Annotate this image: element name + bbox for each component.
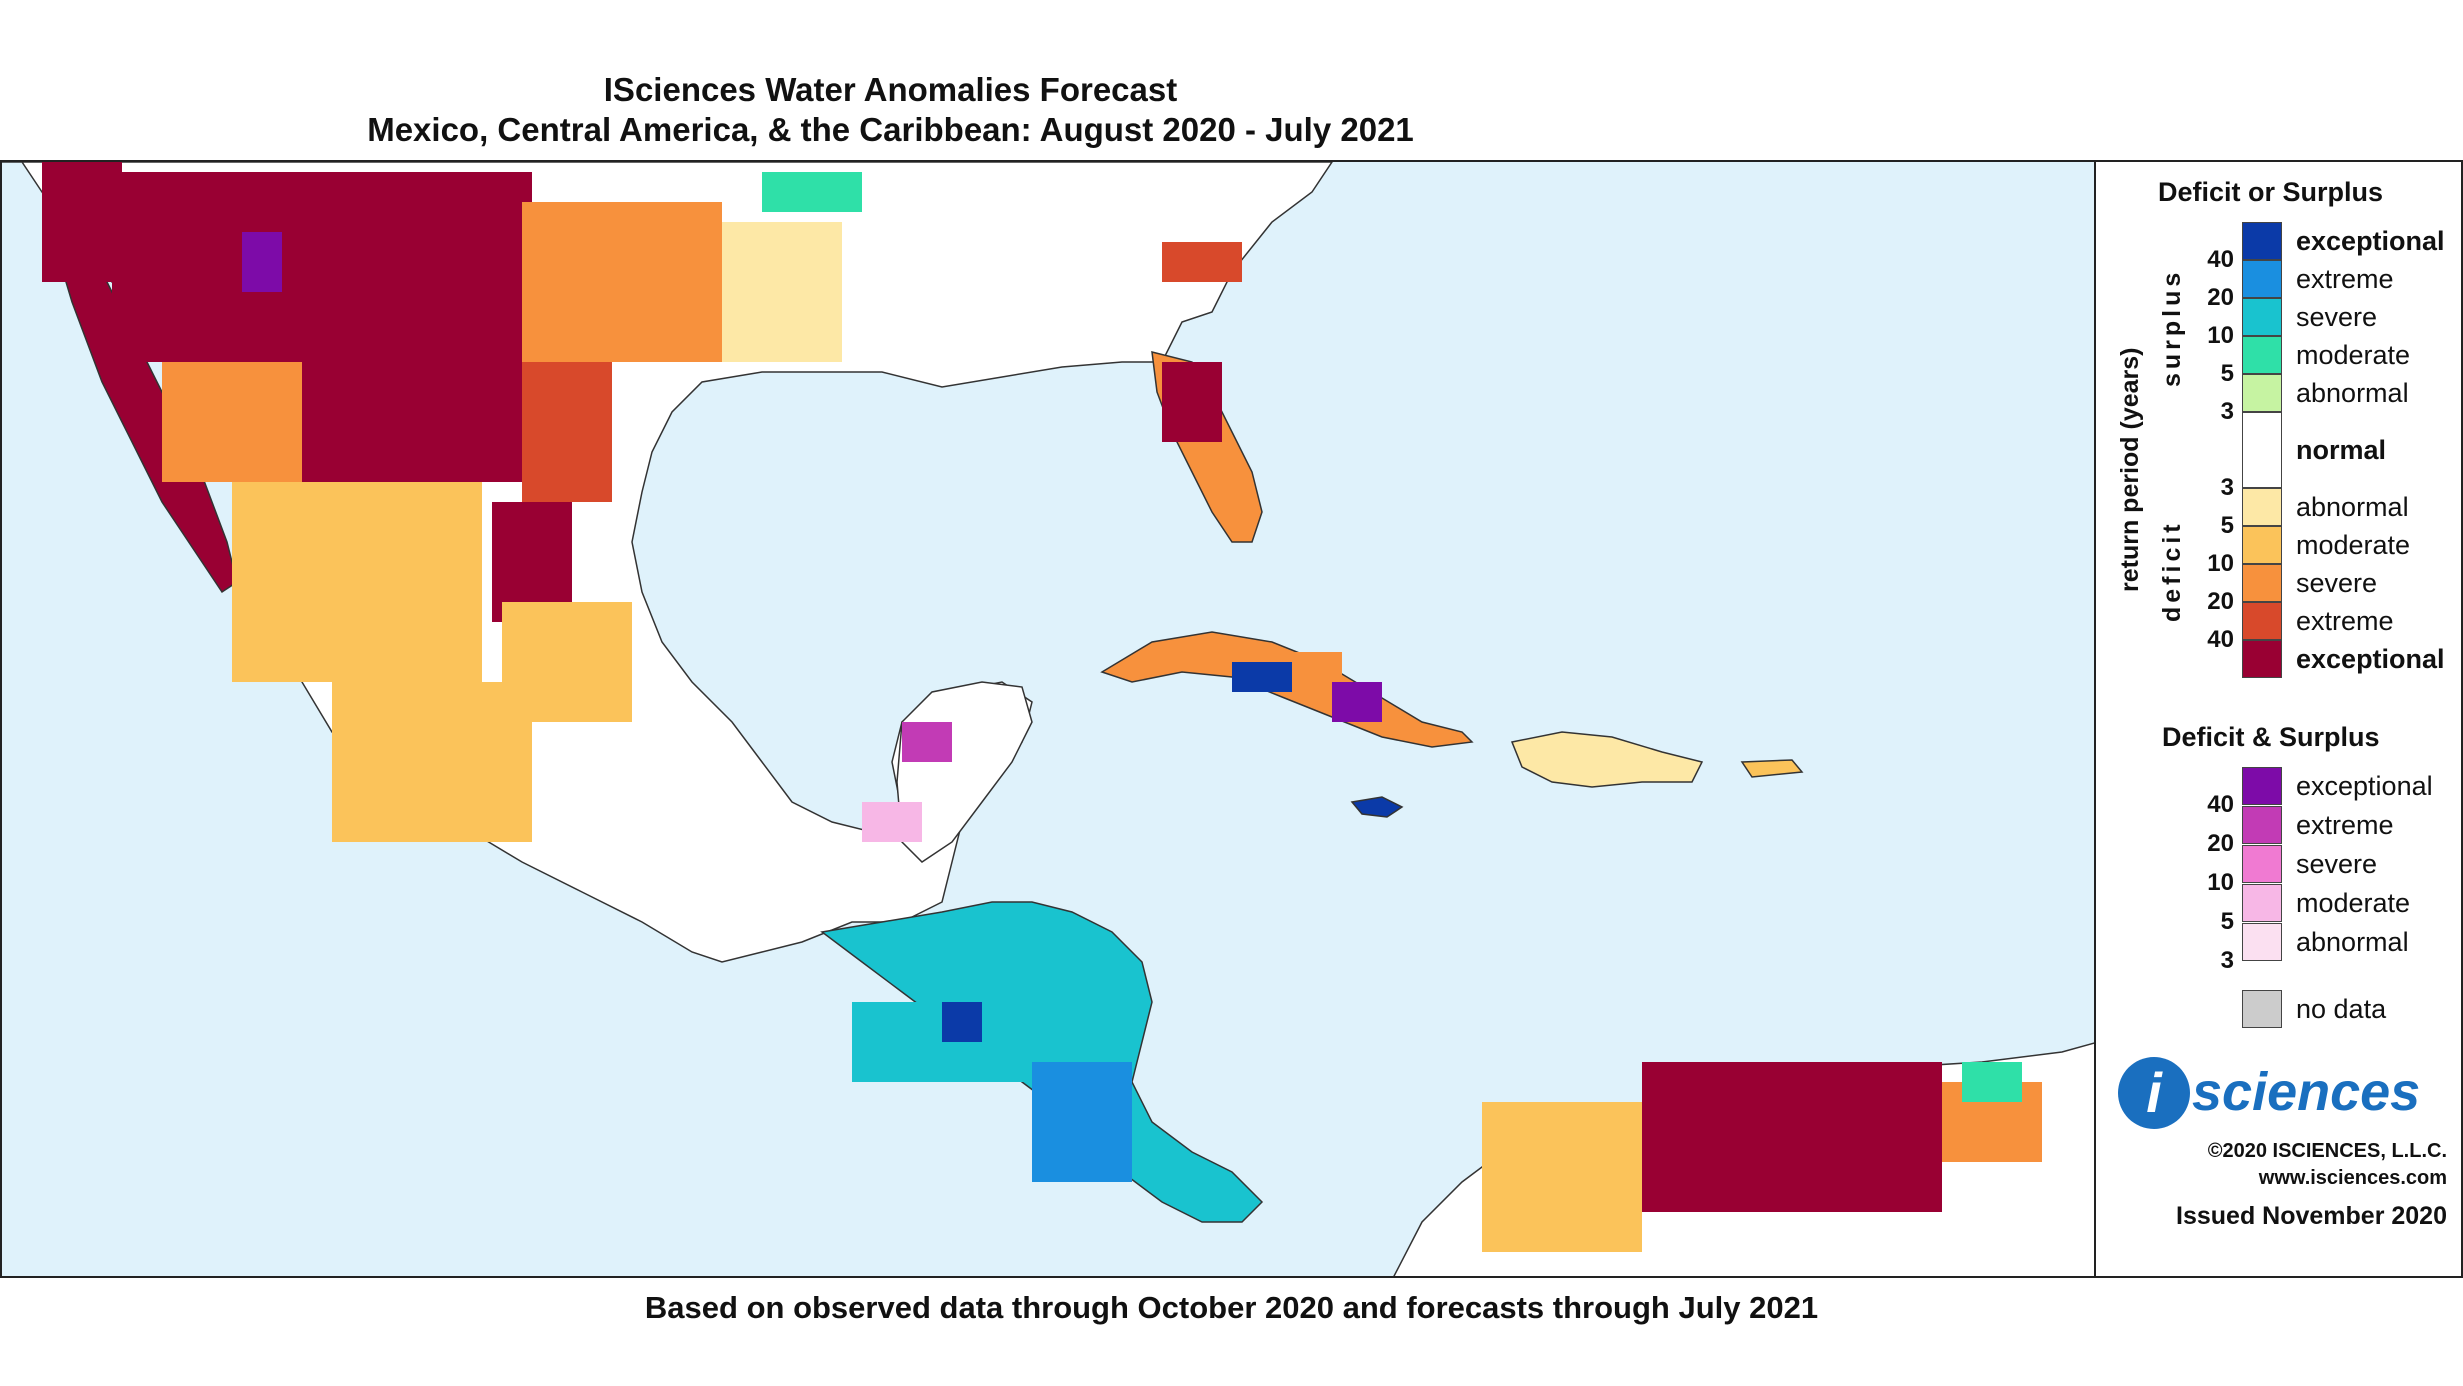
map-title: ISciences Water Anomalies Forecast bbox=[603, 71, 1178, 108]
both-cell bbox=[1332, 682, 1382, 722]
both-moderate-label: moderate bbox=[2296, 888, 2411, 918]
both-moderate-swatch bbox=[2242, 884, 2282, 922]
both-extreme-swatch bbox=[2242, 806, 2282, 844]
deficit-cell bbox=[162, 362, 302, 482]
deficit-moderate-label: moderate bbox=[2296, 530, 2411, 560]
website: www.isciences.com bbox=[2258, 1167, 2447, 1189]
surplus-moderate-swatch bbox=[2242, 336, 2282, 374]
return-period-tick: 10 bbox=[2207, 550, 2234, 577]
normal-label: normal bbox=[2296, 435, 2387, 465]
issued-date: Issued November 2020 bbox=[2176, 1202, 2447, 1230]
deficit-extreme-swatch bbox=[2242, 602, 2282, 640]
return-period-tick: 10 bbox=[2207, 322, 2234, 349]
deficit-abnormal-swatch bbox=[2242, 488, 2282, 526]
surplus-cell bbox=[762, 172, 862, 212]
return-period-tick: 20 bbox=[2207, 830, 2234, 857]
both-cell bbox=[242, 232, 282, 292]
surplus-severe-label: severe bbox=[2296, 302, 2378, 332]
normal-swatch bbox=[2242, 412, 2282, 488]
nodata-label: no data bbox=[2296, 994, 2387, 1024]
map-canvas bbox=[2, 162, 2094, 1276]
deficit-cell bbox=[522, 202, 722, 362]
hispaniola bbox=[1510, 731, 1704, 788]
both-cell bbox=[862, 802, 922, 842]
return-period-tick: 40 bbox=[2207, 626, 2234, 653]
anomaly-map bbox=[0, 160, 2096, 1278]
deficit-cell bbox=[1162, 242, 1242, 282]
surplus-extreme-label: extreme bbox=[2296, 264, 2394, 294]
deficit-exceptional-swatch bbox=[2242, 640, 2282, 678]
return-period-tick: 5 bbox=[2220, 360, 2234, 387]
deficit-exceptional-label: exceptional bbox=[2296, 644, 2445, 674]
both-abnormal-swatch bbox=[2242, 923, 2282, 961]
return-period-tick: 5 bbox=[2220, 908, 2234, 935]
deficit-cell bbox=[112, 172, 532, 362]
surplus-abnormal-swatch bbox=[2242, 374, 2282, 412]
deficit-cell bbox=[1162, 362, 1222, 442]
return-period-axis-label: return period (years) bbox=[2116, 347, 2144, 592]
deficit-cell bbox=[232, 482, 482, 682]
logo-i-circle: i bbox=[2118, 1057, 2190, 1129]
deficit-cell bbox=[1482, 1102, 1642, 1252]
deficit-moderate-swatch bbox=[2242, 526, 2282, 564]
logo-wordmark: sciences bbox=[2192, 1062, 2421, 1122]
surplus-extreme-swatch bbox=[2242, 260, 2282, 298]
deficit-cells bbox=[42, 162, 2042, 1252]
isciences-logo: i sciences bbox=[2118, 1057, 2448, 1137]
both-extreme-label: extreme bbox=[2296, 810, 2394, 840]
deficit-axis-label: deficit bbox=[2158, 520, 2186, 622]
both-severe-label: severe bbox=[2296, 849, 2378, 879]
legend-section2-title: Deficit & Surplus bbox=[2162, 722, 2380, 752]
deficit-extreme-label: extreme bbox=[2296, 606, 2394, 636]
map-subtitle: Mexico, Central America, & the Caribbean… bbox=[367, 111, 1414, 148]
deficit-cell bbox=[502, 602, 632, 722]
deficit-cell bbox=[722, 222, 842, 362]
nodata-swatch bbox=[2242, 990, 2282, 1028]
surplus-severe-swatch bbox=[2242, 298, 2282, 336]
return-period-tick: 20 bbox=[2207, 588, 2234, 615]
return-period-tick: 40 bbox=[2207, 246, 2234, 273]
both-exceptional-swatch bbox=[2242, 767, 2282, 805]
both-abnormal-label: abnormal bbox=[2296, 927, 2409, 957]
surplus-cell bbox=[1232, 662, 1292, 692]
puerto-rico bbox=[1740, 759, 1804, 778]
both-exceptional-label: exceptional bbox=[2296, 771, 2433, 801]
surplus-cell bbox=[1962, 1062, 2022, 1102]
jamaica bbox=[1350, 796, 1404, 818]
surplus-cell bbox=[1032, 1062, 1132, 1182]
surplus-exceptional-label: exceptional bbox=[2296, 226, 2445, 256]
return-period-tick: 5 bbox=[2220, 512, 2234, 539]
return-period-tick: 3 bbox=[2220, 398, 2234, 425]
surplus-abnormal-label: abnormal bbox=[2296, 378, 2409, 408]
both-severe-swatch bbox=[2242, 845, 2282, 883]
return-period-tick: 10 bbox=[2207, 869, 2234, 896]
deficit-cell bbox=[302, 362, 522, 482]
deficit-cell bbox=[1642, 1062, 1942, 1212]
deficit-abnormal-label: abnormal bbox=[2296, 492, 2409, 522]
deficit-severe-label: severe bbox=[2296, 568, 2378, 598]
deficit-cell bbox=[522, 362, 612, 502]
both-cell bbox=[902, 722, 952, 762]
return-period-tick: 3 bbox=[2220, 474, 2234, 501]
return-period-tick: 3 bbox=[2220, 947, 2234, 974]
deficit-cell bbox=[42, 162, 122, 282]
legend-panel: Deficit or Surplus return period (years)… bbox=[2096, 160, 2463, 1278]
both-cells bbox=[242, 232, 1382, 842]
copyright: ©2020 ISCIENCES, L.L.C. bbox=[2207, 1140, 2447, 1162]
legend-section1-title: Deficit or Surplus bbox=[2158, 177, 2384, 207]
surplus-axis-label: surplus bbox=[2158, 268, 2186, 387]
map-footer: Based on observed data through October 2… bbox=[644, 1290, 1819, 1325]
surplus-cells bbox=[762, 172, 2022, 1182]
surplus-exceptional-swatch bbox=[2242, 222, 2282, 260]
deficit-cell bbox=[332, 682, 532, 842]
surplus-moderate-label: moderate bbox=[2296, 340, 2411, 370]
surplus-cell bbox=[942, 1002, 982, 1042]
return-period-tick: 20 bbox=[2207, 284, 2234, 311]
deficit-severe-swatch bbox=[2242, 564, 2282, 602]
return-period-tick: 40 bbox=[2207, 791, 2234, 818]
